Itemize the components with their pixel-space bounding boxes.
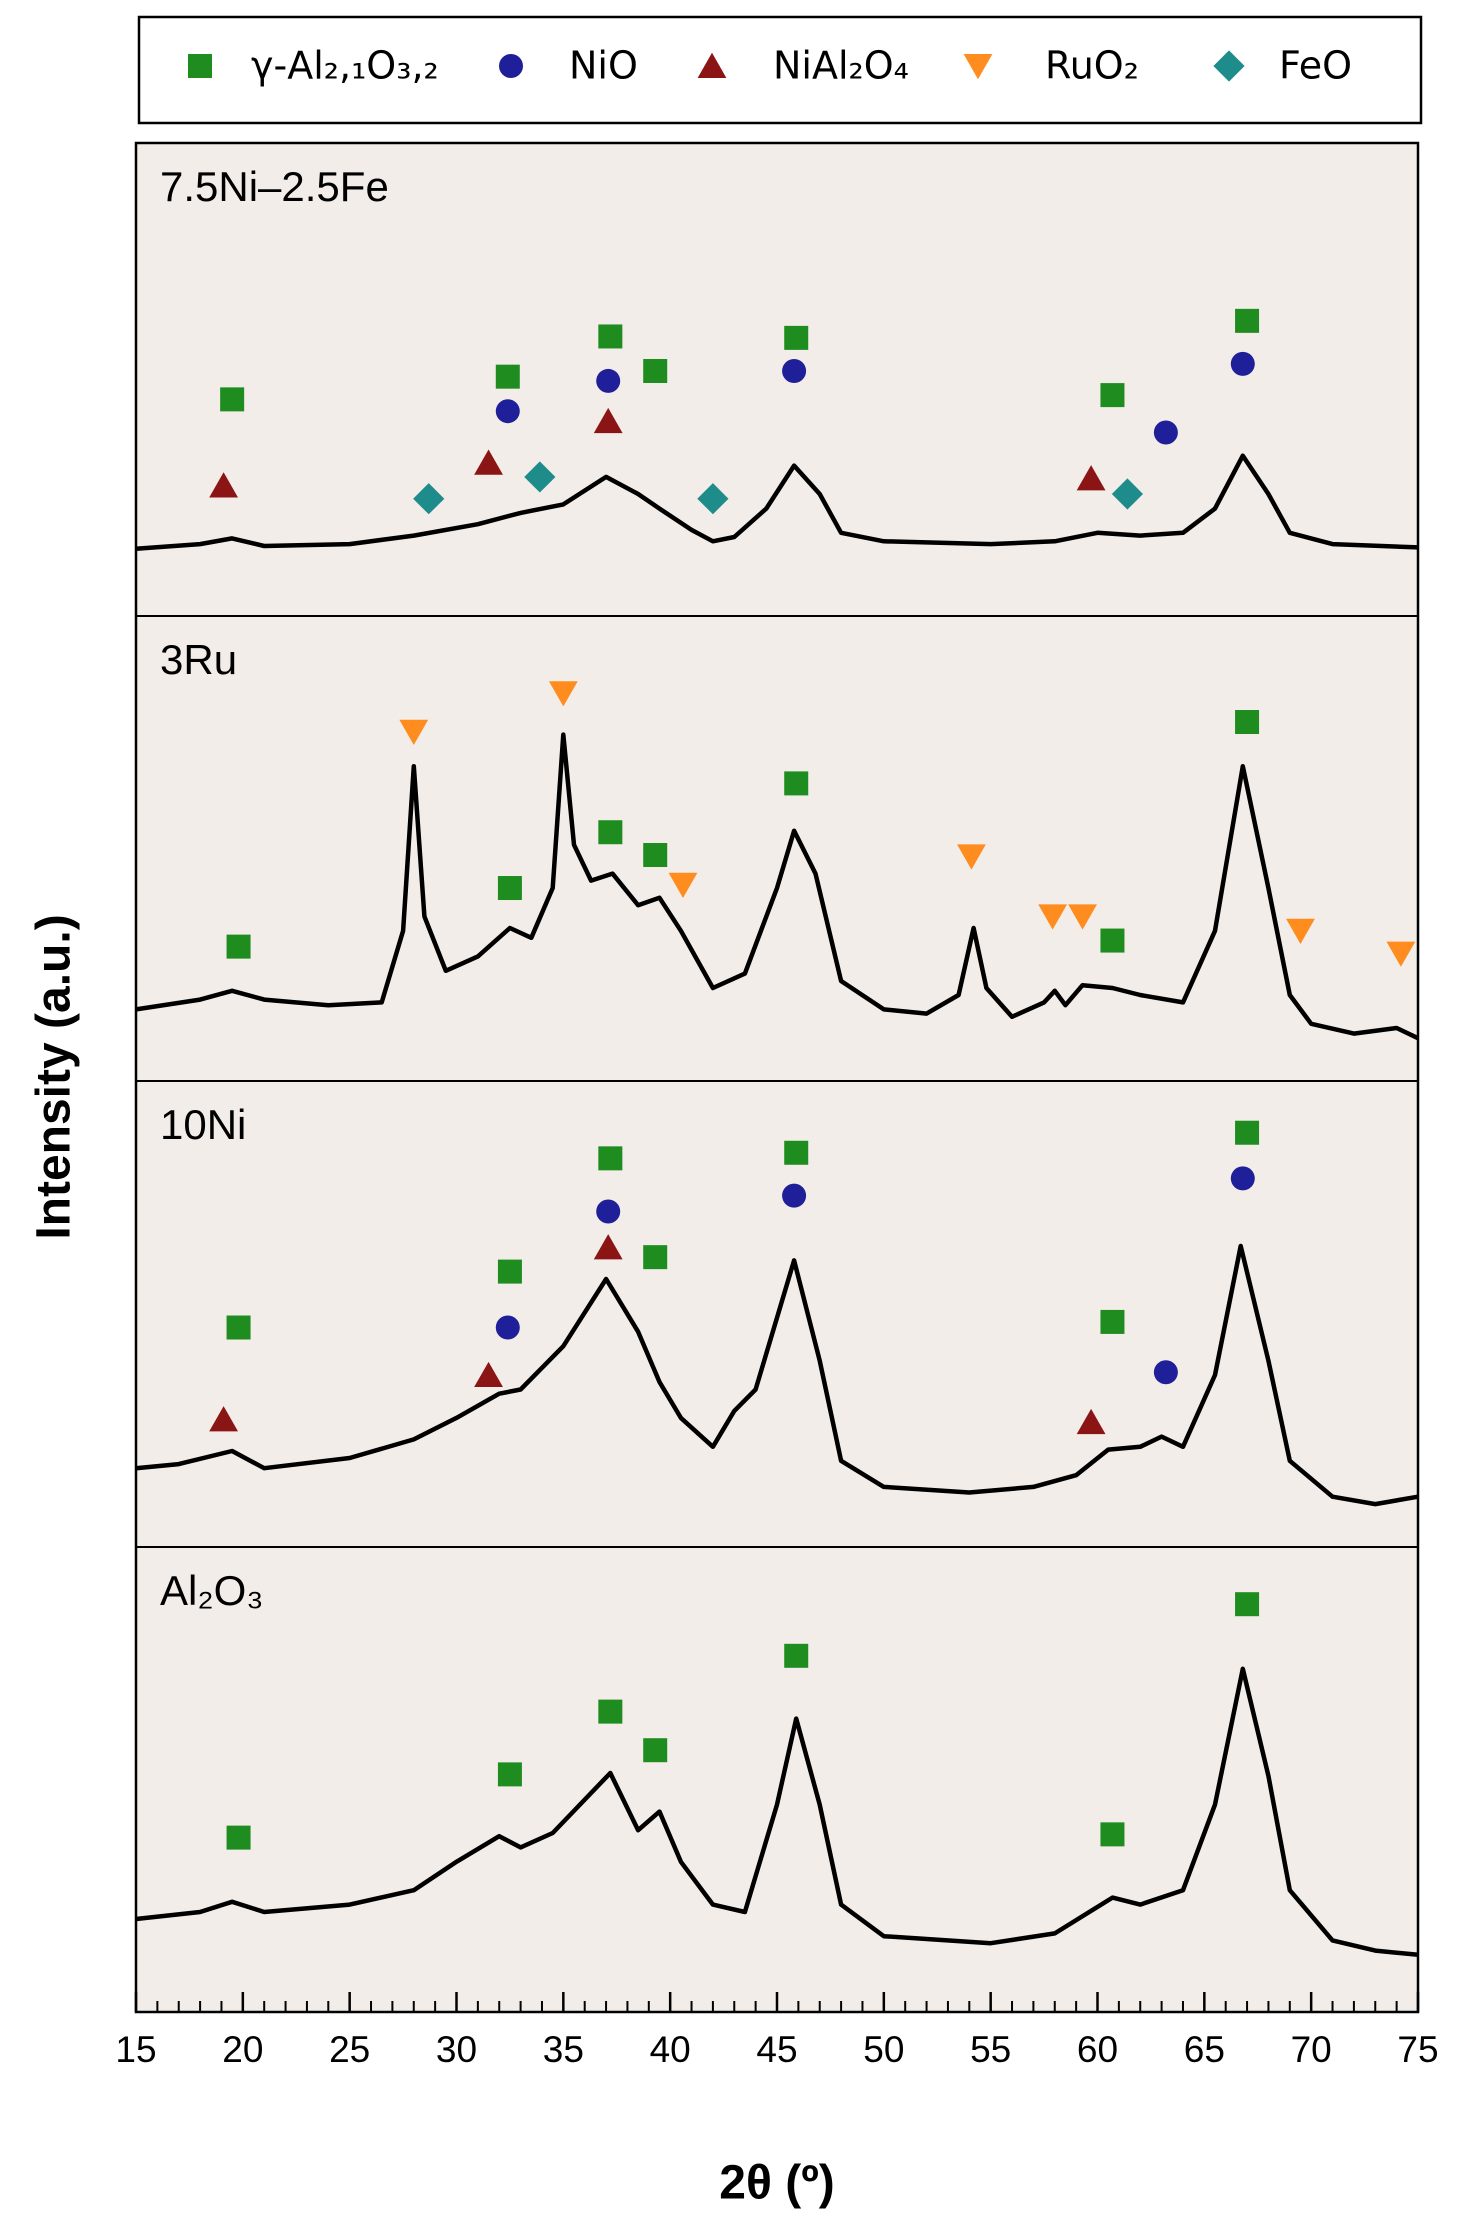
- marker-triangle-down: [548, 681, 578, 707]
- marker-triangle-up: [697, 52, 727, 78]
- legend-label: FeO: [1279, 44, 1352, 88]
- marker-triangle-up: [1076, 465, 1106, 491]
- marker-diamond: [1111, 478, 1144, 510]
- x-tick-label: 25: [329, 2029, 370, 2070]
- legend-box: [137, 15, 1423, 125]
- marker-square: [226, 1825, 251, 1850]
- marker-circle: [1153, 1360, 1178, 1385]
- panel-label: 7.5Ni–2.5Fe: [160, 163, 389, 210]
- marker-triangle-down: [963, 54, 993, 80]
- marker-triangle-down: [1386, 941, 1416, 967]
- marker-square: [598, 820, 623, 845]
- marker-triangle-up: [474, 449, 503, 475]
- marker-square: [598, 1146, 623, 1171]
- x-tick-label: 70: [1291, 2029, 1332, 2070]
- x-tick-label: 50: [863, 2029, 904, 2070]
- marker-circle: [782, 358, 807, 383]
- marker-square: [497, 1259, 522, 1284]
- marker-square: [1235, 1120, 1260, 1145]
- x-tick-label: 45: [756, 2029, 797, 2070]
- marker-square: [598, 1699, 623, 1724]
- marker-triangle-up: [209, 472, 239, 498]
- marker-circle: [1230, 1166, 1255, 1191]
- marker-circle: [495, 399, 520, 424]
- marker-triangle-up: [593, 407, 623, 434]
- marker-circle: [1230, 351, 1255, 376]
- marker-square: [643, 1245, 668, 1270]
- marker-triangle-up: [1076, 1408, 1106, 1435]
- marker-diamond: [524, 461, 556, 493]
- marker-square: [497, 1762, 522, 1787]
- marker-triangle-up: [474, 1361, 503, 1388]
- marker-square: [226, 934, 251, 959]
- marker-square: [1235, 308, 1260, 333]
- panel-label: Al₂O₃: [160, 1567, 263, 1614]
- xrd-curve: [135, 453, 1419, 552]
- marker-square: [1100, 1822, 1125, 1847]
- panel-label: 3Ru: [160, 636, 237, 683]
- marker-circle: [596, 1199, 621, 1224]
- marker-triangle-up: [209, 1406, 239, 1432]
- marker-square: [188, 54, 212, 78]
- marker-circle: [1153, 420, 1178, 445]
- marker-triangle-down: [957, 844, 986, 870]
- x-tick-label: 20: [222, 2029, 263, 2070]
- y-axis-label: Intensity (a.u.): [28, 914, 81, 1239]
- x-tick-label: 30: [436, 2029, 477, 2070]
- marker-square: [220, 387, 245, 412]
- marker-triangle-down: [399, 719, 429, 745]
- marker-square: [495, 364, 520, 389]
- marker-triangle-down: [1286, 918, 1315, 945]
- x-tick-label: 60: [1077, 2029, 1118, 2070]
- marker-square: [226, 1315, 251, 1340]
- marker-diamond: [697, 483, 729, 515]
- marker-circle: [495, 1315, 520, 1340]
- panel-background: [136, 1547, 1418, 2012]
- x-tick-label: 65: [1184, 2029, 1225, 2070]
- marker-triangle-up: [593, 1234, 623, 1260]
- marker-square: [1100, 1309, 1125, 1334]
- marker-square: [643, 843, 668, 868]
- x-tick-label: 55: [970, 2029, 1011, 2070]
- legend-label: RuO₂: [1045, 44, 1139, 88]
- panel-background: [136, 616, 1418, 1081]
- x-tick-label: 75: [1397, 2029, 1438, 2070]
- x-tick-label: 40: [650, 2029, 691, 2070]
- marker-square: [1235, 710, 1260, 735]
- xrd-curve: [135, 1243, 1419, 1507]
- x-tick-label: 15: [115, 2029, 156, 2070]
- marker-square: [643, 1738, 668, 1763]
- marker-square: [598, 324, 623, 349]
- panel-label: 10Ni: [160, 1101, 246, 1148]
- legend-label: NiAl₂O₄: [773, 44, 909, 88]
- marker-triangle-down: [1068, 904, 1097, 930]
- marker-square: [497, 876, 522, 901]
- xrd-curve: [135, 732, 1419, 1041]
- marker-triangle-down: [668, 872, 698, 898]
- marker-square: [1100, 928, 1125, 953]
- marker-square: [784, 325, 809, 350]
- x-tick-label: 35: [543, 2029, 584, 2070]
- marker-circle: [782, 1183, 807, 1208]
- marker-square: [1100, 383, 1125, 408]
- marker-square: [784, 1643, 809, 1668]
- legend-label: NiO: [569, 44, 638, 88]
- marker-square: [1235, 1592, 1260, 1617]
- marker-diamond: [1213, 50, 1245, 82]
- legend-label: γ-Al₂,₁O₃,₂: [251, 44, 439, 88]
- xrd-curve: [135, 1666, 1419, 1958]
- panel-background: [136, 143, 1418, 616]
- marker-diamond: [413, 483, 445, 515]
- marker-square: [643, 358, 668, 383]
- marker-triangle-down: [1038, 904, 1068, 930]
- marker-square: [784, 771, 809, 796]
- marker-circle: [499, 54, 523, 78]
- x-axis-label: 2θ (º): [719, 2157, 834, 2210]
- marker-circle: [596, 368, 621, 393]
- marker-square: [784, 1140, 809, 1165]
